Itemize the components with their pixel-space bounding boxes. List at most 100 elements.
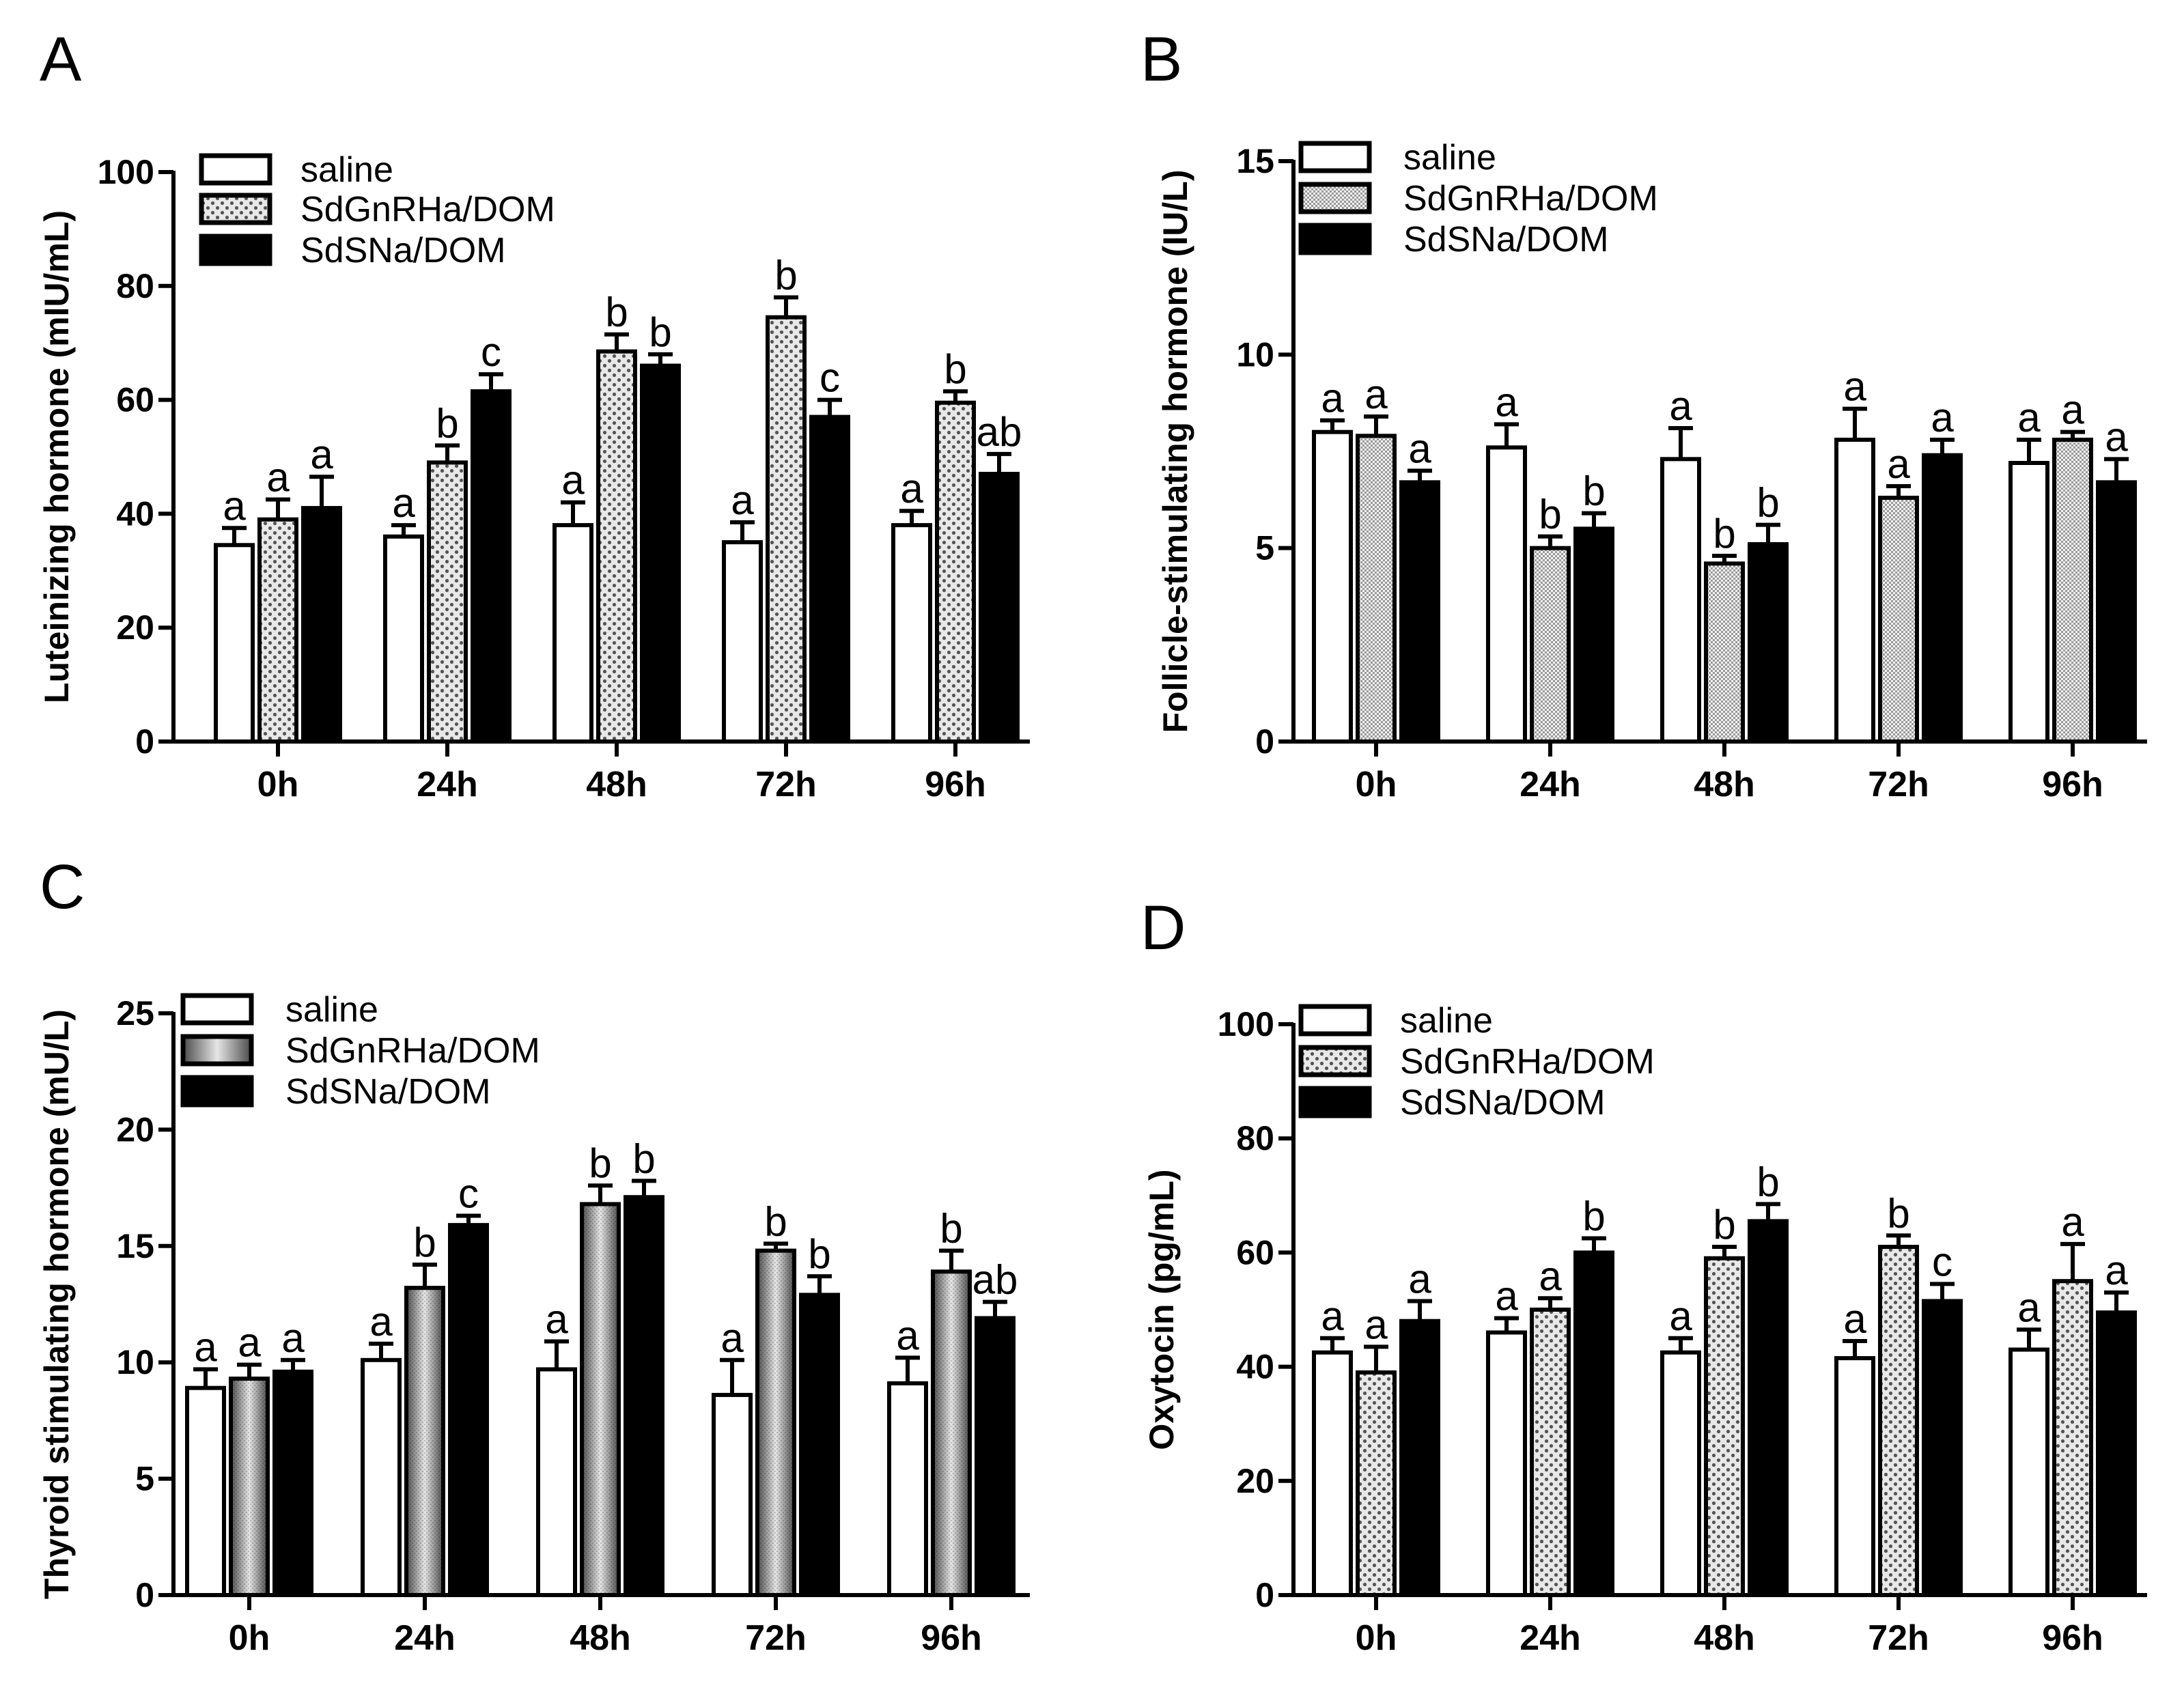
x-tick-label-0h: 0h — [257, 765, 299, 804]
significance-label: a — [310, 432, 333, 477]
significance-label: b — [940, 1206, 962, 1252]
y-tick-label: 25 — [116, 994, 154, 1032]
legend-swatch-saline — [1298, 1004, 1372, 1037]
bar-sdgnrha-dom-72h — [1878, 1245, 1919, 1598]
bar-sdsna-dom-96h — [975, 1316, 1016, 1597]
significance-label: a — [1843, 1296, 1866, 1342]
legend-swatch-sdsna-dom — [180, 1075, 254, 1108]
significance-label: a — [2061, 387, 2084, 433]
bar-saline-96h — [2008, 461, 2049, 744]
legend-label-saline: saline — [1403, 138, 1496, 178]
bar-saline-72h — [1834, 1356, 1875, 1598]
bar-sdgnrha-dom-0h — [257, 517, 298, 744]
bar-saline-0h — [214, 543, 255, 744]
bar-saline-48h — [536, 1367, 577, 1597]
bar-sdsna-dom-72h — [1922, 453, 1963, 744]
significance-label: a — [1321, 376, 1344, 421]
bar-saline-48h — [1660, 1350, 1701, 1597]
y-tick-label: 0 — [1255, 1576, 1274, 1614]
bar-sdsna-dom-0h — [301, 506, 342, 744]
legend-swatch-sdsna-dom — [1298, 223, 1372, 255]
significance-label: b — [589, 1140, 611, 1186]
significance-label: b — [1713, 1202, 1735, 1248]
legend-swatch-sdsna-dom — [1298, 1086, 1372, 1118]
bar-saline-0h — [185, 1385, 226, 1597]
significance-label: a — [392, 480, 415, 526]
significance-label: a — [2017, 1284, 2041, 1330]
legend-label-saline: saline — [285, 990, 378, 1030]
bar-sdgnrha-dom-24h — [427, 460, 468, 744]
bar-sdgnrha-dom-96h — [2052, 1279, 2093, 1597]
legend-label-sdgnrha-dom: SdGnRHa/DOM — [1400, 1042, 1655, 1082]
bar-saline-48h — [1660, 457, 1701, 744]
panel-letter: A — [40, 25, 82, 94]
x-tick-label-48h: 48h — [1694, 765, 1755, 804]
significance-label: a — [266, 455, 290, 501]
legend-label-sdsna-dom: SdSNa/DOM — [1403, 220, 1609, 259]
bar-saline-72h — [722, 540, 763, 744]
legend-swatch-sdgnrha-dom — [1298, 1045, 1372, 1077]
bar-sdgnrha-dom-72h — [1878, 496, 1919, 744]
bar-sdsna-dom-96h — [2096, 1310, 2137, 1598]
significance-label: b — [649, 309, 671, 355]
panel-c: C Thyroid stimulating hormone (mU/L) 0 5 10 1… — [38, 852, 1030, 1658]
bar-saline-24h — [1486, 445, 1527, 744]
significance-label: b — [1582, 1194, 1605, 1239]
significance-label: b — [1756, 1159, 1779, 1204]
y-tick-label: 20 — [116, 1110, 154, 1149]
y-tick-label: 40 — [116, 494, 154, 533]
significance-label: a — [369, 1299, 393, 1344]
significance-label: c — [458, 1170, 479, 1216]
bar-sdgnrha-dom-48h — [596, 349, 637, 744]
legend-label-sdsna-dom: SdSNa/DOM — [300, 231, 506, 270]
significance-label: a — [1408, 425, 1431, 471]
y-tick-label: 0 — [135, 1576, 154, 1614]
bar-sdsna-dom-0h — [1399, 1319, 1440, 1597]
y-axis-title: Thyroid stimulating hormone (mU/L) — [38, 1009, 76, 1599]
x-tick-label-24h: 24h — [1520, 1618, 1581, 1658]
bar-sdsna-dom-24h — [448, 1223, 489, 1598]
y-tick-label: 20 — [1236, 1462, 1274, 1500]
y-axis-title: Follicle-stimulating hormone (IU/L) — [1156, 170, 1194, 733]
significance-label: ab — [977, 409, 1022, 455]
x-tick-label-24h: 24h — [394, 1618, 456, 1658]
bar-saline-96h — [2008, 1347, 2049, 1598]
x-tick-label-0h: 0h — [1356, 765, 1397, 804]
x-tick-label-48h: 48h — [1694, 1618, 1755, 1658]
significance-label: a — [2105, 1248, 2128, 1293]
bar-saline-24h — [1486, 1330, 1527, 1597]
bar-sdsna-dom-0h — [1399, 480, 1440, 744]
bar-saline-96h — [887, 1381, 928, 1597]
x-tick-label-72h: 72h — [1868, 765, 1929, 804]
bar-sdgnrha-dom-0h — [1356, 1370, 1397, 1597]
x-tick-label-72h: 72h — [745, 1618, 807, 1658]
y-tick-label: 40 — [1236, 1348, 1274, 1386]
bar-sdgnrha-dom-48h — [1704, 561, 1745, 744]
bar-saline-24h — [383, 534, 424, 744]
panel-b: B Follicle-stimulating hormone (IU/L) 0 5 10… — [1140, 25, 2147, 804]
x-tick-label-72h: 72h — [755, 765, 817, 804]
bar-saline-0h — [1312, 1350, 1353, 1597]
significance-label: a — [1931, 395, 1954, 440]
legend-label-sdsna-dom: SdSNa/DOM — [1400, 1083, 1606, 1123]
bar-sdgnrha-dom-72h — [766, 315, 807, 744]
panel-a: A Luteinizing hormone (mIU/mL) 0 20 40 60 80 10… — [38, 25, 1030, 804]
x-tick-label-96h: 96h — [925, 765, 986, 804]
y-tick-label: 60 — [1236, 1233, 1274, 1271]
significance-label: a — [731, 477, 754, 523]
significance-label: b — [1539, 492, 1561, 537]
significance-label: ab — [972, 1257, 1018, 1303]
panel-letter: D — [1140, 893, 1186, 963]
legend-swatch-sdgnrha-dom — [199, 193, 272, 225]
legend-swatch-saline — [180, 993, 254, 1026]
bar-sdsna-dom-24h — [1573, 526, 1614, 744]
bar-saline-24h — [361, 1357, 402, 1597]
significance-label: a — [2105, 414, 2128, 460]
y-tick-label: 0 — [1255, 722, 1274, 761]
bar-texture — [933, 1271, 970, 1595]
significance-label: a — [1495, 379, 1518, 425]
bar-sdsna-dom-96h — [979, 472, 1020, 744]
bar-sdsna-dom-48h — [1748, 1219, 1789, 1598]
